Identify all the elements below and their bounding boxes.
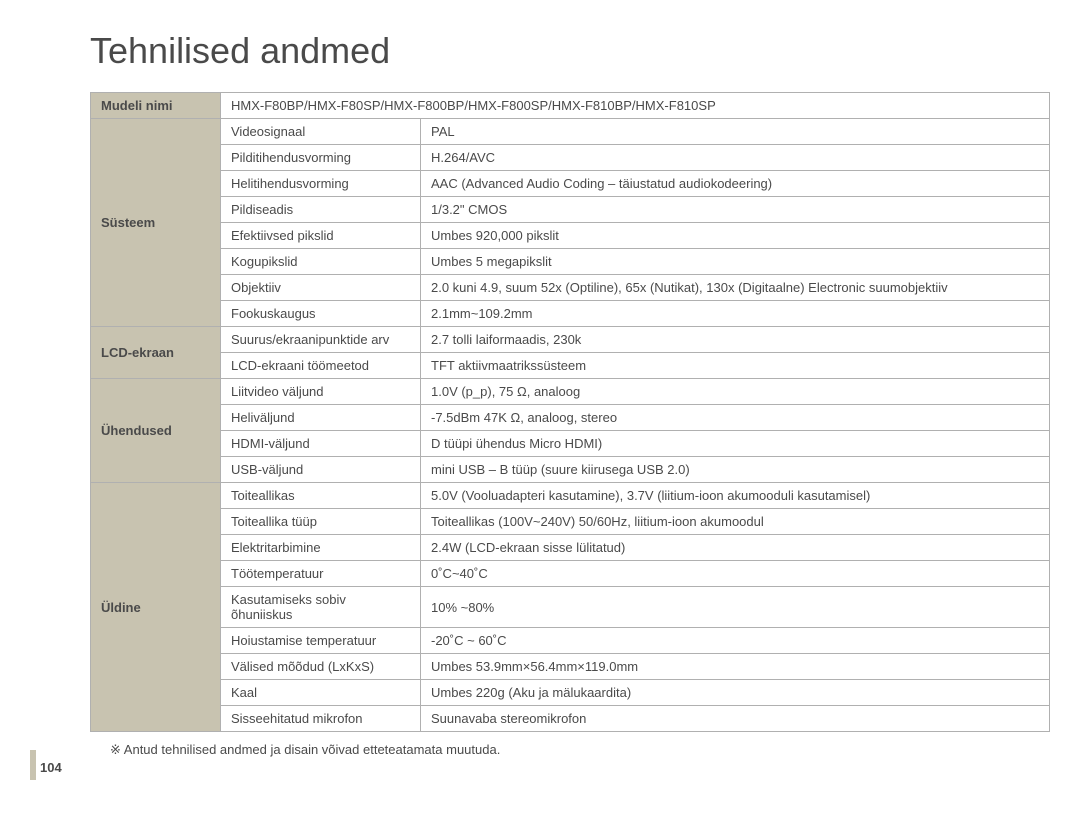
value-cell: Umbes 53.9mm×56.4mm×119.0mm	[421, 654, 1050, 680]
param-cell: Sisseehitatud mikrofon	[221, 706, 421, 732]
table-row: Sisseehitatud mikrofon Suunavaba stereom…	[91, 706, 1050, 732]
section-system-label: Süsteem	[91, 119, 221, 327]
table-row: HDMI-väljund D tüüpi ühendus Micro HDMI)	[91, 431, 1050, 457]
param-cell: Fookuskaugus	[221, 301, 421, 327]
table-row: Toiteallika tüüp Toiteallikas (100V~240V…	[91, 509, 1050, 535]
value-cell: D tüüpi ühendus Micro HDMI)	[421, 431, 1050, 457]
section-model-label: Mudeli nimi	[91, 93, 221, 119]
table-row: Hoiustamise temperatuur -20˚C ~ 60˚C	[91, 628, 1050, 654]
table-row: Fookuskaugus 2.1mm~109.2mm	[91, 301, 1050, 327]
table-row: Üldine Toiteallikas 5.0V (Vooluadapteri …	[91, 483, 1050, 509]
table-row: LCD-ekraani töömeetod TFT aktiivmaatriks…	[91, 353, 1050, 379]
section-connections-label: Ühendused	[91, 379, 221, 483]
model-value: HMX-F80BP/HMX-F80SP/HMX-F800BP/HMX-F800S…	[221, 93, 1050, 119]
table-row: USB-väljund mini USB – B tüüp (suure kii…	[91, 457, 1050, 483]
param-cell: USB-väljund	[221, 457, 421, 483]
value-cell: 5.0V (Vooluadapteri kasutamine), 3.7V (l…	[421, 483, 1050, 509]
value-cell: Umbes 220g (Aku ja mälukaardita)	[421, 680, 1050, 706]
param-cell: Töötemperatuur	[221, 561, 421, 587]
table-row: Objektiiv 2.0 kuni 4.9, suum 52x (Optili…	[91, 275, 1050, 301]
param-cell: Toiteallika tüüp	[221, 509, 421, 535]
value-cell: mini USB – B tüüp (suure kiirusega USB 2…	[421, 457, 1050, 483]
param-cell: Hoiustamise temperatuur	[221, 628, 421, 654]
side-accent-bar	[30, 750, 36, 780]
page-number: 104	[40, 760, 62, 775]
param-cell: Efektiivsed pikslid	[221, 223, 421, 249]
table-row: Mudeli nimi HMX-F80BP/HMX-F80SP/HMX-F800…	[91, 93, 1050, 119]
value-cell: 2.7 tolli laiformaadis, 230k	[421, 327, 1050, 353]
value-cell: TFT aktiivmaatrikssüsteem	[421, 353, 1050, 379]
param-cell: Kogupikslid	[221, 249, 421, 275]
table-row: Heliväljund -7.5dBm 47K Ω, analoog, ster…	[91, 405, 1050, 431]
param-cell: Objektiiv	[221, 275, 421, 301]
table-row: Pilditihendusvorming H.264/AVC	[91, 145, 1050, 171]
table-row: Ühendused Liitvideo väljund 1.0V (p_p), …	[91, 379, 1050, 405]
param-cell: Suurus/ekraanipunktide arv	[221, 327, 421, 353]
value-cell: 1.0V (p_p), 75 Ω, analoog	[421, 379, 1050, 405]
value-cell: 2.1mm~109.2mm	[421, 301, 1050, 327]
value-cell: Toiteallikas (100V~240V) 50/60Hz, liitiu…	[421, 509, 1050, 535]
table-row: LCD-ekraan Suurus/ekraanipunktide arv 2.…	[91, 327, 1050, 353]
param-cell: Pilditihendusvorming	[221, 145, 421, 171]
param-cell: Kaal	[221, 680, 421, 706]
value-cell: PAL	[421, 119, 1050, 145]
table-row: Kasutamiseks sobiv õhuniiskus 10% ~80%	[91, 587, 1050, 628]
param-cell: Heliväljund	[221, 405, 421, 431]
table-row: Süsteem Videosignaal PAL	[91, 119, 1050, 145]
section-general-label: Üldine	[91, 483, 221, 732]
param-cell: Videosignaal	[221, 119, 421, 145]
page-title: Tehnilised andmed	[90, 30, 1040, 72]
value-cell: -7.5dBm 47K Ω, analoog, stereo	[421, 405, 1050, 431]
value-cell: H.264/AVC	[421, 145, 1050, 171]
value-cell: 1/3.2" CMOS	[421, 197, 1050, 223]
param-cell: Liitvideo väljund	[221, 379, 421, 405]
param-cell: Välised mõõdud (LxKxS)	[221, 654, 421, 680]
value-cell: 2.4W (LCD-ekraan sisse lülitatud)	[421, 535, 1050, 561]
table-row: Töötemperatuur 0˚C~40˚C	[91, 561, 1050, 587]
param-cell: Toiteallikas	[221, 483, 421, 509]
value-cell: Suunavaba stereomikrofon	[421, 706, 1050, 732]
param-cell: Pildiseadis	[221, 197, 421, 223]
table-row: Efektiivsed pikslid Umbes 920,000 piksli…	[91, 223, 1050, 249]
specifications-table: Mudeli nimi HMX-F80BP/HMX-F80SP/HMX-F800…	[90, 92, 1050, 732]
value-cell: Umbes 920,000 pikslit	[421, 223, 1050, 249]
table-row: Kaal Umbes 220g (Aku ja mälukaardita)	[91, 680, 1050, 706]
table-row: Helitihendusvorming AAC (Advanced Audio …	[91, 171, 1050, 197]
param-cell: HDMI-väljund	[221, 431, 421, 457]
value-cell: AAC (Advanced Audio Coding – täiustatud …	[421, 171, 1050, 197]
footnote-text: ※ Antud tehnilised andmed ja disain võiv…	[110, 742, 1040, 758]
value-cell: Umbes 5 megapikslit	[421, 249, 1050, 275]
value-cell: 10% ~80%	[421, 587, 1050, 628]
table-row: Kogupikslid Umbes 5 megapikslit	[91, 249, 1050, 275]
table-row: Välised mõõdud (LxKxS) Umbes 53.9mm×56.4…	[91, 654, 1050, 680]
table-row: Pildiseadis 1/3.2" CMOS	[91, 197, 1050, 223]
section-lcd-label: LCD-ekraan	[91, 327, 221, 379]
value-cell: 2.0 kuni 4.9, suum 52x (Optiline), 65x (…	[421, 275, 1050, 301]
value-cell: -20˚C ~ 60˚C	[421, 628, 1050, 654]
param-cell: Kasutamiseks sobiv õhuniiskus	[221, 587, 421, 628]
param-cell: Helitihendusvorming	[221, 171, 421, 197]
table-row: Elektritarbimine 2.4W (LCD-ekraan sisse …	[91, 535, 1050, 561]
param-cell: LCD-ekraani töömeetod	[221, 353, 421, 379]
value-cell: 0˚C~40˚C	[421, 561, 1050, 587]
page-container: Tehnilised andmed Mudeli nimi HMX-F80BP/…	[0, 0, 1080, 778]
param-cell: Elektritarbimine	[221, 535, 421, 561]
